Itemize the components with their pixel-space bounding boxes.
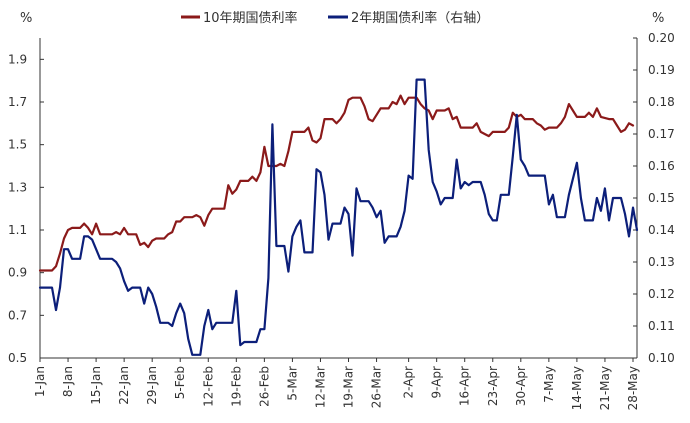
series-line-2y: [38, 78, 639, 356]
left-tick-label: 1.7: [8, 95, 27, 109]
legend-label-2y: 2年期国债利率（右轴）: [351, 10, 489, 26]
x-tick-label: 19-Mar: [342, 366, 356, 408]
right-tick-label: 0.12: [648, 287, 675, 301]
x-tick-label: 2-Apr: [402, 366, 416, 399]
left-tick-label: 1.9: [8, 52, 27, 66]
right-tick-label: 0.20: [648, 31, 675, 45]
right-tick-label: 0.11: [648, 319, 675, 333]
right-tick-label: 0.18: [648, 95, 675, 109]
x-tick-label: 14-May: [570, 366, 584, 410]
x-tick-label: 28-May: [626, 366, 640, 410]
left-axis-unit: %: [20, 11, 32, 26]
x-tick-label: 19-Feb: [229, 366, 243, 407]
right-tick-label: 0.13: [648, 255, 675, 269]
left-tick-label: 1.1: [8, 223, 27, 237]
right-tick-label: 0.19: [648, 63, 675, 77]
series-line-10y: [38, 94, 635, 272]
legend-label-10y: 10年期国债利率: [203, 10, 298, 26]
x-tick-label: 5-Mar: [285, 366, 299, 401]
left-tick-label: 0.5: [8, 351, 27, 365]
x-tick-label: 9-Apr: [430, 366, 444, 399]
left-axis-ticks: 0.5 0.7 0.9 1.1 1.3 1.5 1.7 1.9: [8, 52, 44, 365]
x-tick-label: 23-Apr: [486, 366, 500, 406]
x-tick-label: 5-Feb: [173, 366, 187, 399]
right-axis-unit: %: [652, 11, 664, 26]
legend: 10年期国债利率 2年期国债利率（右轴）: [181, 10, 489, 26]
right-tick-label: 0.14: [648, 223, 675, 237]
x-tick-label: 26-Mar: [370, 366, 384, 408]
x-tick-label: 21-May: [598, 366, 612, 410]
right-tick-label: 0.17: [648, 127, 675, 141]
x-tick-label: 1-Jan: [33, 366, 47, 397]
left-tick-label: 0.7: [8, 308, 27, 322]
x-tick-label: 7-May: [542, 366, 556, 403]
left-tick-label: 1.5: [8, 138, 27, 152]
right-tick-label: 0.15: [648, 191, 675, 205]
right-tick-label: 0.16: [648, 159, 675, 173]
x-tick-label: 16-Apr: [458, 366, 472, 406]
left-tick-label: 0.9: [8, 266, 27, 280]
right-axis-ticks: 0.10 0.11 0.12 0.13 0.14 0.15 0.16 0.17 0.18 0.19…: [633, 31, 675, 365]
series-layer: [38, 78, 639, 356]
x-tick-label: 30-Apr: [514, 366, 528, 406]
right-tick-label: 0.10: [648, 351, 675, 365]
left-tick-label: 1.3: [8, 180, 27, 194]
x-axis-ticks: 1-Jan 8-Jan 15-Jan 22-Jan 29-Jan 5-Feb 12-Feb 1…: [33, 358, 640, 410]
x-tick-label: 29-Jan: [145, 366, 159, 405]
x-tick-label: 22-Jan: [117, 366, 131, 405]
x-tick-label: 8-Jan: [61, 366, 75, 397]
x-tick-label: 15-Jan: [89, 366, 103, 405]
x-tick-label: 12-Mar: [313, 366, 327, 408]
x-tick-label: 26-Feb: [257, 366, 271, 407]
x-tick-label: 12-Feb: [201, 366, 215, 407]
